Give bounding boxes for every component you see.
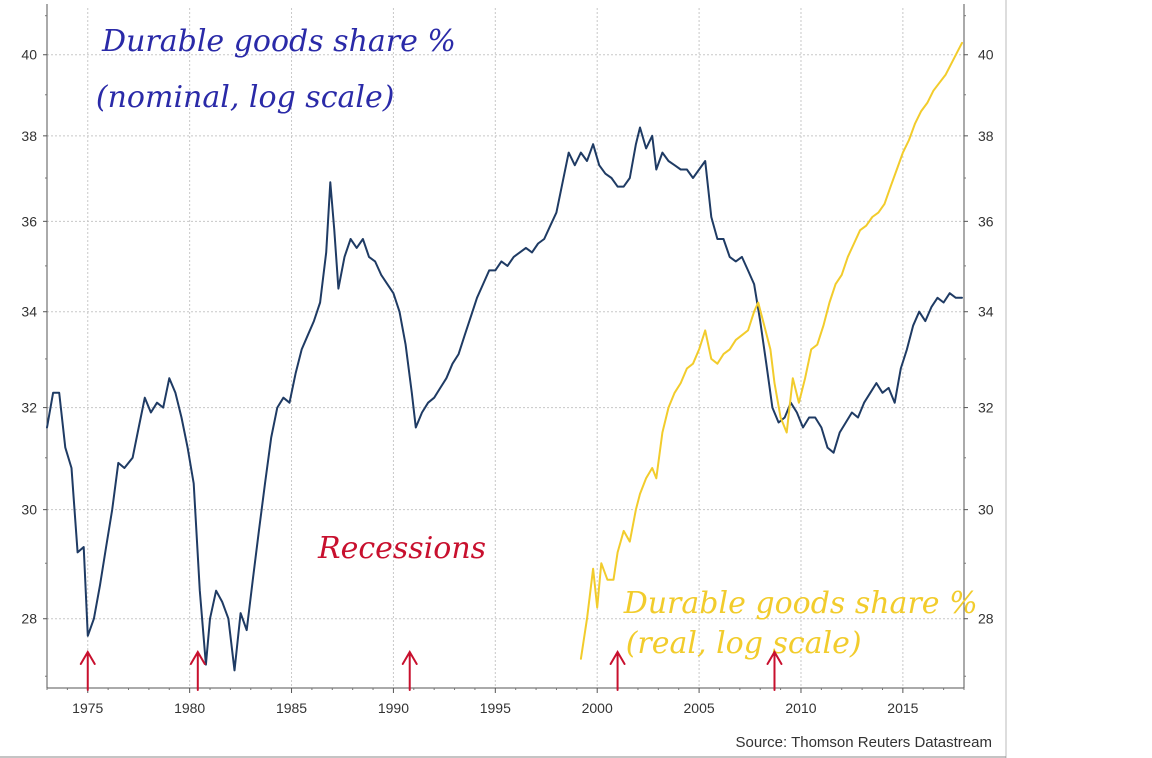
annotation-text: (nominal, log scale) — [96, 80, 395, 115]
y-tick-label-right: 40 — [978, 47, 994, 63]
x-tick-label: 2000 — [582, 700, 613, 716]
handwritten-annotations: Durable goods share % (nominal, log scale… — [79, 24, 978, 691]
y-tick-label-right: 32 — [978, 400, 994, 416]
x-tick-label: 1975 — [72, 700, 103, 716]
x-tick-label: 1985 — [276, 700, 307, 716]
y-tick-label-right: 34 — [978, 304, 994, 320]
annotation-text: Recessions — [317, 531, 486, 566]
annotation-text: Durable goods share % — [101, 24, 456, 59]
recession-arrow-icon — [766, 650, 783, 691]
recession-arrow-icon — [401, 650, 418, 691]
annotation-text: Durable goods share % — [623, 586, 978, 621]
recession-arrow-icon — [79, 650, 96, 691]
y-tick-label-right: 28 — [978, 611, 994, 627]
y-tick-label-left: 28 — [21, 611, 37, 627]
y-tick-label-left: 32 — [21, 400, 37, 416]
recession-arrow-icon — [609, 650, 626, 691]
y-tick-label-left: 30 — [21, 502, 37, 518]
y-tick-label-right: 38 — [978, 128, 994, 144]
chart-background — [0, 0, 1006, 758]
x-tick-label: 2015 — [887, 700, 918, 716]
y-tick-label-right: 36 — [978, 213, 994, 229]
series-line-nominal — [46, 126, 963, 672]
x-tick-label: 2010 — [785, 700, 816, 716]
x-tick-label: 2005 — [684, 700, 715, 716]
y-tick-label-left: 34 — [21, 304, 37, 320]
axes: 28 28 30 30 32 32 34 34 36 36 38 38 40 40 1975 1980 1985… — [21, 4, 994, 716]
x-tick-label: 1990 — [378, 700, 409, 716]
source-note: Source: Thomson Reuters Datastream — [735, 734, 992, 751]
x-tick-label: 1980 — [174, 700, 205, 716]
y-tick-label-right: 30 — [978, 502, 994, 518]
y-tick-label-left: 40 — [21, 47, 37, 63]
series-lines — [46, 41, 963, 672]
y-tick-label-left: 36 — [21, 213, 37, 229]
gridlines — [47, 8, 964, 688]
series-line-real — [579, 41, 963, 660]
annotation-text: (real, log scale) — [626, 626, 862, 661]
y-tick-label-left: 38 — [21, 128, 37, 144]
x-tick-label: 1995 — [480, 700, 511, 716]
recession-arrow-icon — [189, 650, 206, 691]
